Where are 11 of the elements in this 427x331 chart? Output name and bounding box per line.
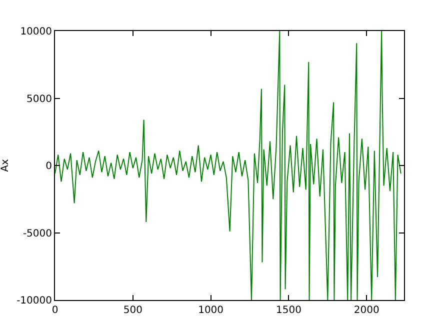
x-tick-label: 1000	[198, 305, 224, 316]
y-tick-label: 10000	[20, 26, 52, 38]
x-tick-label: 2000	[354, 305, 380, 316]
x-tick-label: 500	[123, 305, 142, 316]
y-axis-title: Ax	[0, 159, 11, 172]
x-tick-label: 1500	[276, 305, 302, 316]
y-tick-label: 0	[46, 161, 52, 172]
y-tick-label: -5000	[22, 228, 52, 240]
y-tick-label: -10000	[16, 296, 52, 306]
y-tick-label: 5000	[26, 94, 52, 105]
line-series	[55, 31, 402, 300]
